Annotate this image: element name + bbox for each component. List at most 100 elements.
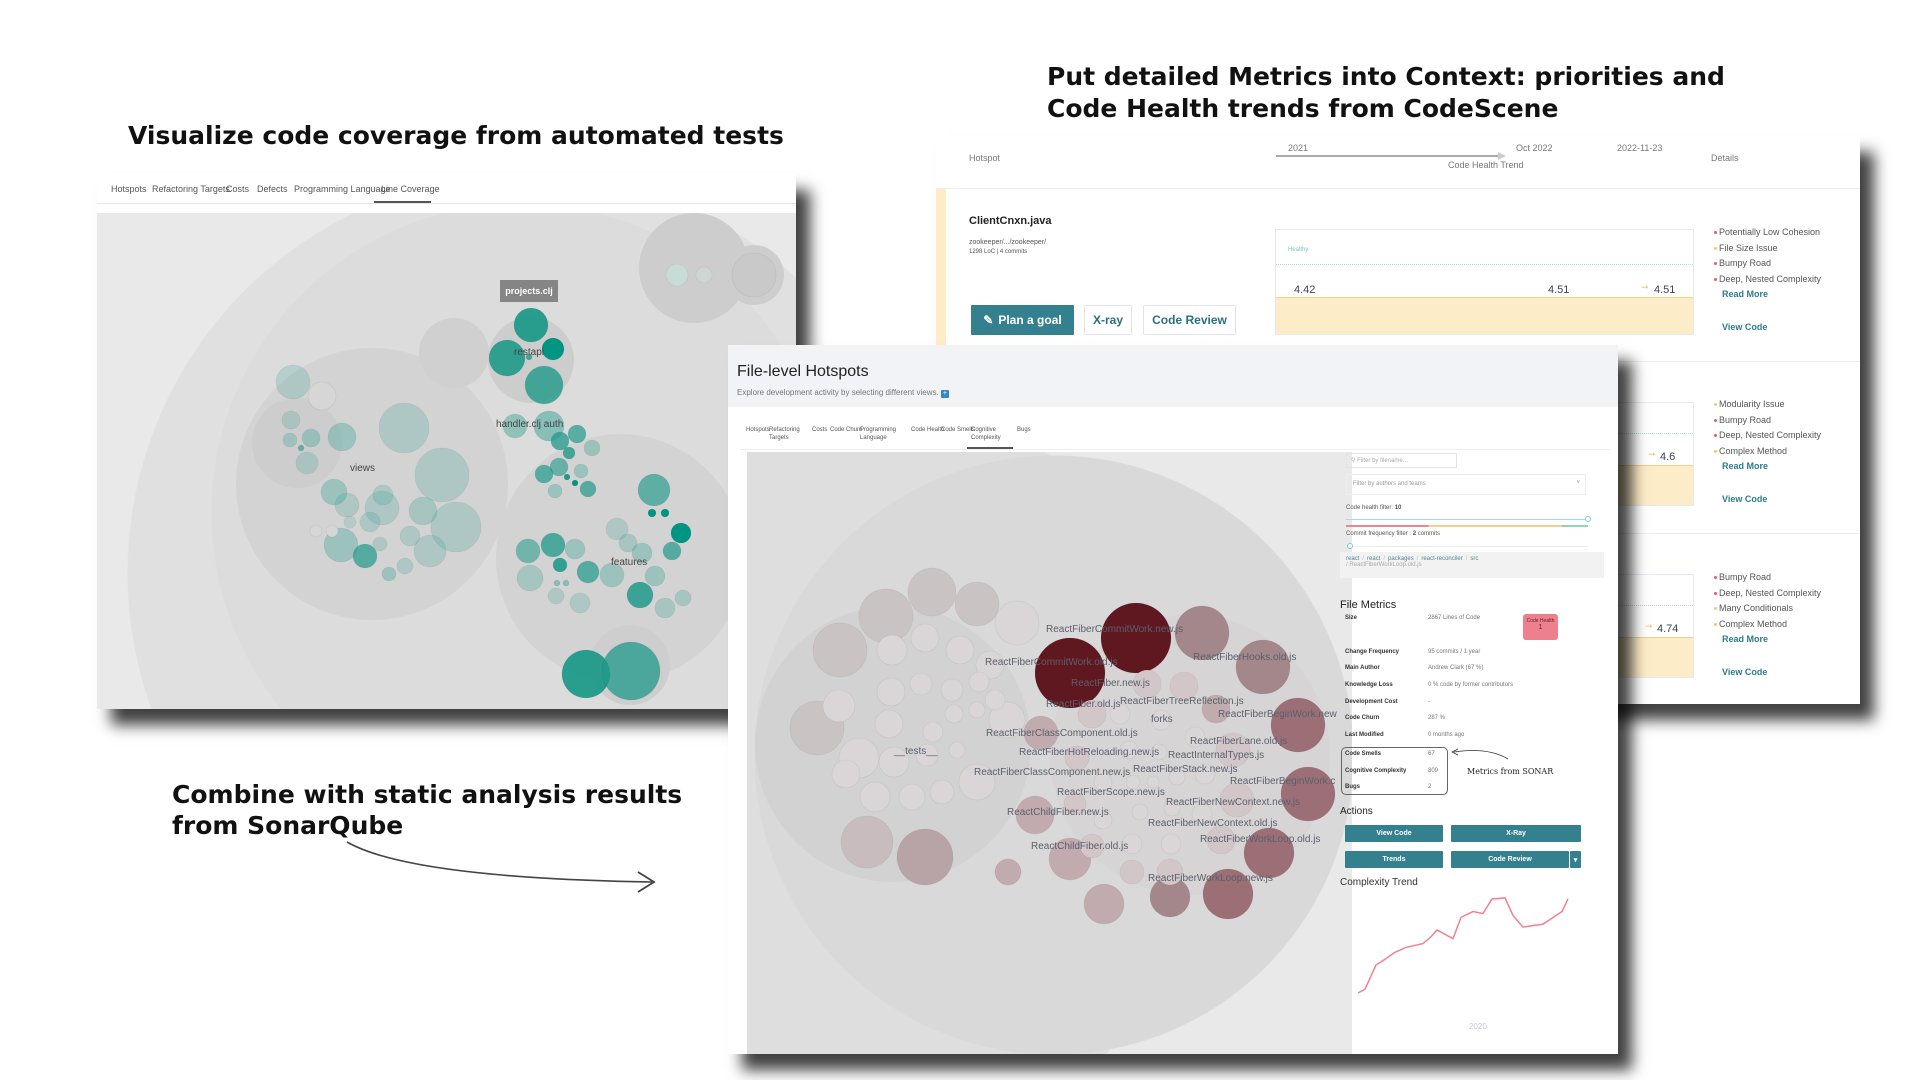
bubble[interactable] xyxy=(1079,833,1105,859)
bubble[interactable] xyxy=(1146,775,1160,789)
tab-line-coverage[interactable]: Line Coverage xyxy=(381,184,440,194)
bubble[interactable] xyxy=(1132,669,1162,699)
read-more-link[interactable]: Read More xyxy=(1722,461,1769,471)
bubble[interactable] xyxy=(654,597,676,619)
bubble[interactable] xyxy=(859,781,891,813)
bubble[interactable] xyxy=(282,432,298,448)
bubble[interactable] xyxy=(372,484,394,506)
bubble[interactable] xyxy=(1150,743,1168,761)
bubble[interactable] xyxy=(547,483,563,499)
bubble[interactable] xyxy=(550,431,570,451)
bubble[interactable] xyxy=(731,252,777,298)
tab-costs[interactable]: Costs xyxy=(812,427,828,433)
bubble[interactable] xyxy=(576,560,600,584)
tab-code-health[interactable]: Code Health xyxy=(911,427,945,433)
bubble[interactable] xyxy=(1206,825,1236,855)
bubble[interactable] xyxy=(524,365,564,405)
read-more-link[interactable]: Read More xyxy=(1722,289,1769,299)
code-health-slider[interactable] xyxy=(1346,519,1588,520)
bubble[interactable] xyxy=(327,422,357,452)
trends-button[interactable]: Trends xyxy=(1345,851,1443,868)
bubble[interactable] xyxy=(874,709,904,739)
view-code-link[interactable]: View Code xyxy=(1722,494,1768,504)
bubble[interactable] xyxy=(1194,763,1216,785)
bubble[interactable] xyxy=(430,501,482,553)
bubble[interactable] xyxy=(307,381,337,411)
bubble[interactable] xyxy=(922,721,944,743)
read-more-link[interactable]: Read More xyxy=(1722,634,1769,644)
bubble[interactable] xyxy=(295,451,319,475)
bubble[interactable] xyxy=(1191,803,1213,825)
bubble[interactable] xyxy=(1064,745,1090,771)
bubble[interactable] xyxy=(1109,703,1131,725)
bubble[interactable] xyxy=(562,579,570,587)
tab-code-smells[interactable]: Code Smells xyxy=(941,427,976,433)
bubble[interactable] xyxy=(525,353,533,361)
bubble[interactable] xyxy=(1270,697,1326,753)
bubble[interactable] xyxy=(1121,833,1143,855)
bubble[interactable] xyxy=(1015,795,1055,835)
bubble[interactable] xyxy=(975,650,1005,680)
commit-slider-handle[interactable] xyxy=(1347,543,1353,549)
bubble[interactable] xyxy=(984,689,1006,711)
bubble[interactable] xyxy=(573,463,589,479)
bubble[interactable] xyxy=(564,538,586,560)
bubble[interactable] xyxy=(948,741,966,759)
bubble[interactable] xyxy=(281,410,301,430)
coverage-bubble-chart[interactable]: projects.clj restapi handler.clj auth vi… xyxy=(97,213,796,709)
bubble[interactable] xyxy=(876,634,908,666)
bubble[interactable] xyxy=(414,447,470,503)
tab-cognitive-complexity[interactable]: Cognitive Complexity xyxy=(971,427,1001,441)
bubble[interactable] xyxy=(695,266,713,284)
bubble[interactable] xyxy=(583,439,601,457)
bubble[interactable] xyxy=(1160,833,1182,855)
bubble[interactable] xyxy=(553,579,561,587)
info-plus-icon[interactable]: + xyxy=(940,390,949,398)
code-review-dropdown-icon[interactable]: ▾ xyxy=(1570,851,1581,868)
bubble[interactable] xyxy=(1063,792,1087,816)
bubble[interactable] xyxy=(940,678,964,702)
bubble[interactable] xyxy=(831,759,861,789)
bubble[interactable] xyxy=(396,557,414,575)
bubble[interactable] xyxy=(618,533,638,553)
tab-defects[interactable]: Defects xyxy=(257,184,288,194)
bubble[interactable] xyxy=(562,446,576,460)
tab-hotspots[interactable]: Hotspots xyxy=(746,427,770,433)
bubble[interactable] xyxy=(1077,699,1107,729)
bubble[interactable] xyxy=(840,815,894,869)
bubble[interactable] xyxy=(540,532,566,558)
xray-button[interactable]: X-ray xyxy=(1084,305,1132,335)
bubble[interactable] xyxy=(988,701,1026,739)
bubble[interactable] xyxy=(309,524,323,538)
bubble[interactable] xyxy=(605,517,629,541)
authors-filter-dropdown[interactable]: Filter by authors and teams ˅ xyxy=(1346,474,1586,495)
bubble[interactable] xyxy=(909,672,933,696)
bubble[interactable] xyxy=(1083,883,1125,925)
bubble[interactable] xyxy=(968,671,990,693)
bubble[interactable] xyxy=(601,641,661,701)
bubble[interactable] xyxy=(513,307,549,343)
bubble[interactable] xyxy=(541,337,565,361)
bubble[interactable] xyxy=(1168,768,1186,786)
bubble[interactable] xyxy=(910,623,940,653)
bubble[interactable] xyxy=(359,511,381,533)
bubble[interactable] xyxy=(381,566,397,582)
bubble[interactable] xyxy=(944,704,964,724)
bubble[interactable] xyxy=(1215,732,1251,768)
bubble[interactable] xyxy=(1202,868,1254,920)
bubble[interactable] xyxy=(644,565,666,587)
tab-programming-language[interactable]: Programming Language xyxy=(860,427,897,441)
bubble[interactable] xyxy=(876,677,906,707)
bubble[interactable] xyxy=(907,567,957,617)
bubble[interactable] xyxy=(569,592,591,614)
filename-filter-input[interactable]: ⚲ Filter by filename... xyxy=(1346,453,1457,468)
bubble[interactable] xyxy=(515,538,541,564)
view-code-link[interactable]: View Code xyxy=(1722,667,1768,677)
bubble[interactable] xyxy=(378,402,430,454)
bubble[interactable] xyxy=(579,480,597,498)
bubble[interactable] xyxy=(1201,694,1231,724)
code-review-action-button[interactable]: Code Review xyxy=(1451,851,1569,868)
tab-bugs[interactable]: Bugs xyxy=(1017,427,1031,433)
bubble[interactable] xyxy=(878,746,910,778)
tab-code-churn[interactable]: Code Churn xyxy=(830,427,863,433)
